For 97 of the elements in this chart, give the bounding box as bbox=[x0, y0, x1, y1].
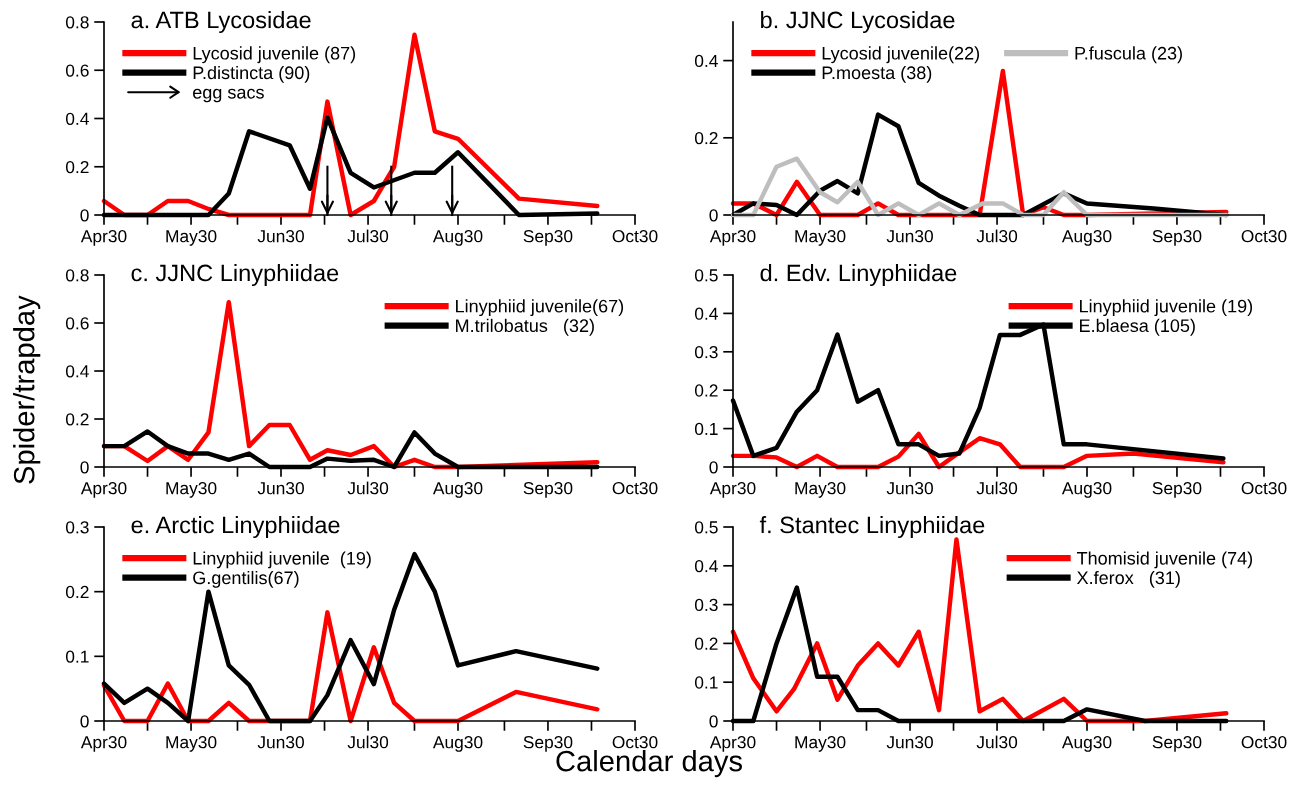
x-tick-label: Apr30 bbox=[80, 230, 127, 246]
x-tick-label: Oct30 bbox=[1241, 230, 1287, 243]
legend-label: M.trilobatus (32) bbox=[456, 318, 594, 336]
y-tick-label: 0.3 bbox=[694, 598, 718, 612]
x-tick-label: Apr30 bbox=[709, 482, 756, 498]
chart-title: d. Edv. Linyphiidae bbox=[760, 263, 957, 286]
y-tick-label: 0.2 bbox=[65, 585, 89, 599]
y-tick-label: 0.5 bbox=[694, 269, 718, 282]
x-tick-label: Jul30 bbox=[347, 229, 389, 243]
x-tick-label: Sep30 bbox=[1152, 736, 1202, 752]
x-tick-label: Oct30 bbox=[612, 482, 658, 495]
x-tick-label: Apr30 bbox=[709, 736, 756, 752]
y-tick-label: 0.3 bbox=[694, 345, 718, 359]
line-series bbox=[730, 431, 1226, 470]
legend-label: Linyphiid juvenile (19) bbox=[193, 551, 371, 569]
x-tick-label: Apr30 bbox=[709, 230, 756, 246]
x-tick-label: Sep30 bbox=[523, 230, 573, 246]
x-tick-label: Jul30 bbox=[347, 735, 389, 749]
y-tick-label: 0.6 bbox=[65, 317, 89, 330]
x-tick-label: Jun30 bbox=[257, 230, 304, 243]
y-tick-label: 0.2 bbox=[694, 384, 718, 397]
y-axis-title: Spider/trapday bbox=[13, 295, 41, 484]
x-tick-label: Aug30 bbox=[1061, 482, 1112, 498]
x-tick-label: Jul30 bbox=[347, 481, 389, 495]
x-tick-label: Jul30 bbox=[976, 481, 1018, 495]
legend-label: Lycosid juvenile (87) bbox=[193, 46, 356, 64]
legend-label: Linyphiid juvenile (19) bbox=[1080, 299, 1253, 317]
line-series bbox=[101, 610, 600, 724]
legend-label: Linyphiid juvenile(67) bbox=[456, 299, 624, 317]
legend-label: P.moesta (38) bbox=[822, 65, 932, 83]
legend-label: Thomisid juvenile (74) bbox=[1076, 551, 1253, 569]
y-tick-label: 0.4 bbox=[694, 307, 718, 320]
y-tick-label: 0.4 bbox=[65, 365, 89, 378]
x-tick-label: Sep30 bbox=[523, 736, 573, 752]
x-tick-label: Aug30 bbox=[432, 230, 483, 246]
x-tick-label: Apr30 bbox=[80, 736, 127, 752]
y-tick-label: 0.2 bbox=[694, 131, 718, 145]
y-tick-label: 0.4 bbox=[65, 112, 89, 125]
x-tick-label: Jun30 bbox=[886, 482, 933, 495]
y-tick-label: 0.6 bbox=[65, 64, 89, 77]
y-tick-label: 0 bbox=[80, 715, 89, 728]
legend-label: Lycosid juvenile(22) bbox=[822, 46, 980, 64]
x-tick-label: Sep30 bbox=[1152, 230, 1202, 246]
legend-label: G.gentilis(67) bbox=[193, 570, 299, 588]
x-tick-label: Aug30 bbox=[1061, 736, 1112, 752]
chart-title: a. ATB Lycosidae bbox=[131, 11, 311, 33]
line-series bbox=[101, 32, 600, 218]
chart-title: f. Stantec Linyphiidae bbox=[759, 515, 985, 538]
x-tick-label: Apr30 bbox=[80, 482, 127, 498]
legend-label: P.distincta (90) bbox=[193, 65, 310, 83]
x-tick-label: Jun30 bbox=[257, 736, 304, 749]
legend-label: egg sacs bbox=[193, 88, 264, 103]
y-tick-label: 0 bbox=[80, 209, 89, 222]
x-tick-label: May30 bbox=[166, 482, 217, 498]
chart-title: e. Arctic Linyphiidae bbox=[131, 515, 340, 538]
line-series bbox=[730, 156, 1229, 218]
y-tick-label: 0.1 bbox=[694, 422, 718, 436]
x-tick-label: Sep30 bbox=[1152, 482, 1202, 498]
x-tick-label: May30 bbox=[166, 736, 217, 752]
y-tick-label: 0.8 bbox=[65, 16, 89, 29]
x-tick-label: Oct30 bbox=[1241, 736, 1287, 749]
x-tick-label: May30 bbox=[795, 736, 846, 752]
x-tick-label: Oct30 bbox=[612, 736, 658, 749]
y-tick-label: 0.2 bbox=[65, 160, 89, 174]
y-tick-label: 0.4 bbox=[694, 559, 718, 573]
x-tick-label: Jul30 bbox=[976, 229, 1018, 243]
x-tick-label: Aug30 bbox=[432, 736, 483, 752]
x-tick-label: Jun30 bbox=[886, 736, 933, 749]
y-tick-label: 0 bbox=[709, 461, 718, 474]
y-tick-label: 0.1 bbox=[65, 650, 89, 663]
chart-title: b. JJNC Lycosidae bbox=[761, 11, 955, 33]
y-tick-label: 0 bbox=[709, 209, 718, 222]
x-tick-label: Oct30 bbox=[1241, 482, 1287, 495]
legend-label: X.ferox (31) bbox=[1076, 570, 1180, 588]
y-tick-label: 0.2 bbox=[65, 413, 89, 426]
chart-title: c. JJNC Linyphiidae bbox=[131, 263, 339, 286]
x-tick-label: May30 bbox=[166, 230, 217, 246]
x-tick-label: Jun30 bbox=[886, 230, 933, 243]
y-tick-label: 0.5 bbox=[694, 521, 718, 534]
x-tick-label: Aug30 bbox=[1061, 230, 1112, 246]
x-tick-label: Jun30 bbox=[257, 482, 304, 495]
legend-label: E.blaesa (105) bbox=[1080, 318, 1195, 336]
y-tick-label: 0.1 bbox=[694, 676, 718, 689]
x-tick-label: May30 bbox=[795, 230, 846, 246]
x-tick-label: Aug30 bbox=[432, 482, 483, 498]
x-tick-label: Oct30 bbox=[612, 230, 658, 243]
y-tick-label: 0.3 bbox=[65, 521, 89, 534]
x-tick-label: Sep30 bbox=[523, 482, 573, 498]
x-tick-label: Jul30 bbox=[976, 735, 1018, 749]
y-tick-label: 0.4 bbox=[694, 54, 718, 68]
y-tick-label: 0.2 bbox=[694, 637, 718, 650]
x-tick-label: May30 bbox=[795, 482, 846, 498]
x-axis-title: Calendar days bbox=[556, 749, 742, 778]
y-tick-label: 0 bbox=[709, 715, 718, 728]
y-tick-label: 0 bbox=[80, 461, 89, 474]
y-tick-label: 0.8 bbox=[65, 269, 89, 282]
legend-label: P.fuscula (23) bbox=[1075, 46, 1182, 64]
